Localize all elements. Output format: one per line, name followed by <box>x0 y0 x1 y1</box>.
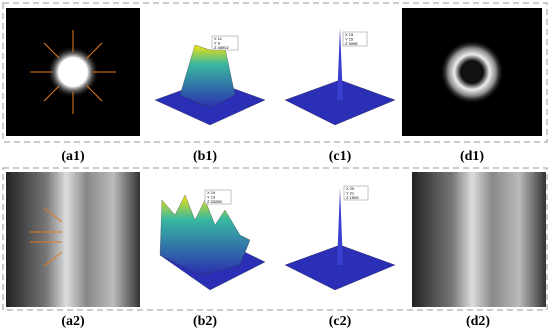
datatip-text: Y 21 <box>346 191 355 196</box>
surface-plot <box>284 28 396 126</box>
panel-label: (c1) <box>329 149 352 164</box>
datatip-text: X 19 <box>207 190 216 195</box>
image-ring <box>440 40 504 104</box>
panel-label: (a1) <box>61 149 85 164</box>
datatip-text: Z 48902 <box>214 45 229 50</box>
panel-label: (c2) <box>329 314 352 329</box>
image-blob <box>47 46 99 98</box>
panel-label: (b1) <box>193 149 217 164</box>
panel-label: (d1) <box>460 149 484 164</box>
panel-label: (a2) <box>61 314 85 329</box>
arrows <box>30 30 116 114</box>
datatip-text: Y 15 <box>345 37 354 42</box>
image <box>6 172 140 307</box>
surface-plot <box>284 185 396 291</box>
panel-frame <box>2 2 548 143</box>
datatip-text: Z 1509 <box>346 195 359 200</box>
datatip-text: Z 3098 <box>345 41 358 46</box>
surface-plot <box>159 189 266 291</box>
panel-frame <box>2 167 548 311</box>
datatip-text: X 20 <box>346 186 355 191</box>
datatip-text: X 15 <box>345 32 354 37</box>
datatip-text: Y 9 <box>214 41 221 46</box>
panel-label: (b2) <box>193 314 217 329</box>
datatip-text: Z 33285 <box>207 199 222 204</box>
surface-plot <box>154 35 266 126</box>
datatip-text: Y 13 <box>207 195 216 200</box>
datatip-text: X 11 <box>214 36 223 41</box>
arrows <box>30 207 63 267</box>
panel-label: (d2) <box>466 314 490 329</box>
image <box>412 172 546 307</box>
